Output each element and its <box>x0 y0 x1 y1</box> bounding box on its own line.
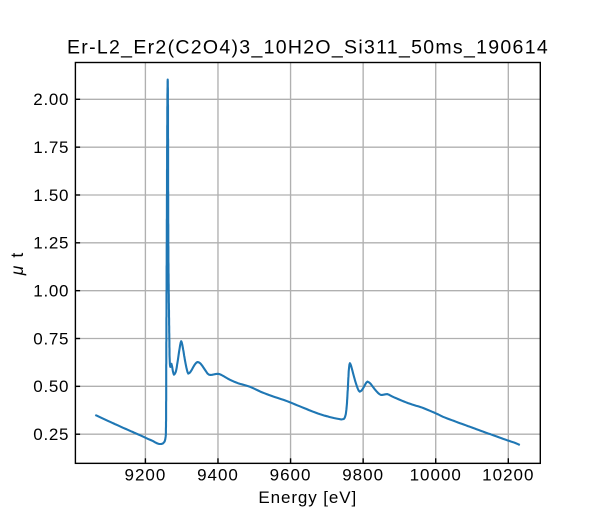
svg-text:9600: 9600 <box>270 465 312 484</box>
svg-text:Energy [eV]: Energy [eV] <box>258 488 357 507</box>
svg-text:0.50: 0.50 <box>33 377 69 396</box>
svg-text:1.75: 1.75 <box>33 138 69 157</box>
svg-text:Er-L2_Er2(C2O4)3_10H2O_Si311_5: Er-L2_Er2(C2O4)3_10H2O_Si311_50ms_190614 <box>67 36 549 58</box>
svg-text:10200: 10200 <box>482 465 534 484</box>
svg-text:9200: 9200 <box>124 465 166 484</box>
svg-text:1.25: 1.25 <box>33 234 69 253</box>
svg-text:1.50: 1.50 <box>33 186 69 205</box>
svg-text:9400: 9400 <box>197 465 239 484</box>
svg-text:0.75: 0.75 <box>33 329 69 348</box>
svg-text:2.00: 2.00 <box>33 90 69 109</box>
svg-text:10000: 10000 <box>410 465 462 484</box>
svg-text:μ t: μ t <box>7 251 27 276</box>
svg-text:0.25: 0.25 <box>33 425 69 444</box>
svg-text:1.00: 1.00 <box>33 282 69 301</box>
svg-text:9800: 9800 <box>342 465 384 484</box>
